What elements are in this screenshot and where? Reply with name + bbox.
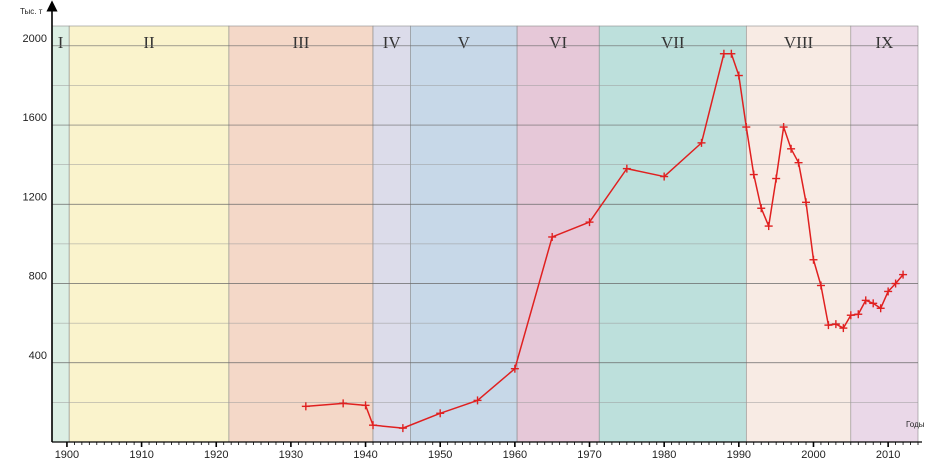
data-point-2001 <box>816 281 825 290</box>
period-band-5 <box>410 25 518 443</box>
data-series <box>301 49 908 433</box>
period-band-8 <box>745 25 852 443</box>
data-point-1965 <box>548 232 557 241</box>
data-point-1945 <box>398 424 407 433</box>
tick-labels: 400 800 1200 1600 2000 1900 1910 1920 1930 1940 19… <box>23 33 901 460</box>
period-label-9: IX <box>875 33 893 52</box>
data-point-2004 <box>839 324 848 333</box>
data-point-2009 <box>876 304 885 313</box>
data-point-1995 <box>772 174 781 183</box>
x-tick-label-1960: 1960 <box>503 449 527 460</box>
period-label-8: VIII <box>784 33 814 52</box>
data-point-1990 <box>734 71 743 80</box>
period-bands: I II III IV V VI VII VIII IX <box>51 25 919 443</box>
x-tick-label-1970: 1970 <box>577 449 601 460</box>
x-tick-label-2010: 2010 <box>876 449 900 460</box>
data-point-2006 <box>854 310 863 319</box>
period-band-7 <box>598 25 747 443</box>
gridlines <box>52 45 918 403</box>
data-point-1985 <box>697 138 706 147</box>
data-point-2011 <box>891 279 900 288</box>
y-tick-label-1200: 1200 <box>23 191 47 203</box>
data-point-1988 <box>719 49 728 58</box>
period-band-2 <box>68 25 230 443</box>
data-point-2003 <box>831 320 840 329</box>
data-point-2000 <box>809 255 818 264</box>
period-band-4 <box>372 25 411 443</box>
x-tick-label-1950: 1950 <box>428 449 452 460</box>
x-axis-title: Годы <box>906 420 925 429</box>
x-tick-label-1900: 1900 <box>55 449 79 460</box>
period-label-1: I <box>58 33 64 52</box>
data-point-1950 <box>436 409 445 418</box>
data-point-1975 <box>622 164 631 173</box>
data-point-2007 <box>861 296 870 305</box>
data-point-1937 <box>339 399 348 408</box>
x-tick-label-1920: 1920 <box>204 449 228 460</box>
y-axis-title: Тыс. т <box>20 7 43 16</box>
data-point-1970 <box>585 218 594 227</box>
data-point-1955 <box>473 396 482 405</box>
data-point-1960 <box>510 364 519 373</box>
period-band-1 <box>51 25 70 443</box>
data-point-1999 <box>802 198 811 207</box>
data-point-2008 <box>869 299 878 308</box>
y-tick-label-2000: 2000 <box>23 33 47 45</box>
period-band-3 <box>228 25 374 443</box>
data-point-1991 <box>742 123 751 132</box>
data-point-2012 <box>899 270 908 279</box>
data-point-1996 <box>779 123 788 132</box>
data-point-1932 <box>301 402 310 411</box>
period-label-5: V <box>458 33 471 52</box>
y-tick-label-800: 800 <box>29 271 47 283</box>
period-band-9 <box>850 25 919 443</box>
period-label-7: VII <box>661 33 685 52</box>
period-label-2: II <box>143 33 155 52</box>
x-tick-label-1940: 1940 <box>353 449 377 460</box>
axes <box>46 0 922 447</box>
period-label-6: VI <box>549 33 567 52</box>
y-tick-label-400: 400 <box>29 350 47 362</box>
x-tick-label-1980: 1980 <box>652 449 676 460</box>
data-point-2002 <box>824 321 833 330</box>
x-tick-label-2000: 2000 <box>801 449 825 460</box>
data-point-1993 <box>757 204 766 213</box>
period-label-3: III <box>292 33 309 52</box>
y-tick-label-1600: 1600 <box>23 112 47 124</box>
data-point-1997 <box>787 144 796 153</box>
x-tick-label-1990: 1990 <box>727 449 751 460</box>
data-point-1980 <box>660 172 669 181</box>
data-point-1992 <box>749 170 758 179</box>
data-point-1989 <box>727 49 736 58</box>
x-tick-label-1930: 1930 <box>279 449 303 460</box>
data-point-1940 <box>361 401 370 410</box>
data-point-2010 <box>884 287 893 296</box>
period-label-4: IV <box>383 33 402 52</box>
x-tick-label-1910: 1910 <box>129 449 153 460</box>
data-point-1998 <box>794 158 803 167</box>
data-point-2005 <box>846 311 855 320</box>
data-point-1994 <box>764 222 773 231</box>
data-point-1941 <box>369 421 378 430</box>
